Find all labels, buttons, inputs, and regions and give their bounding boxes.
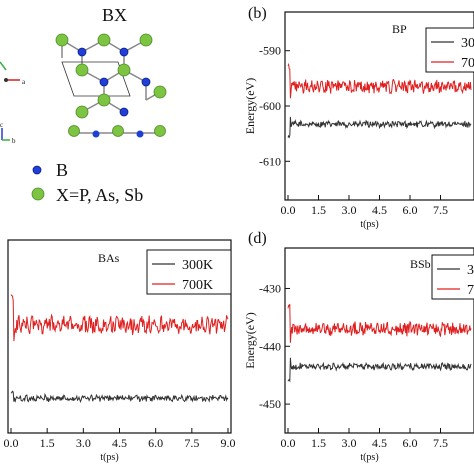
x-tick-label: 0.0	[281, 436, 296, 450]
legend: 300K 700K	[146, 249, 232, 295]
series-line-300K	[10, 390, 229, 404]
x-axis-title: t(ps)	[360, 452, 378, 463]
lattice-side-view	[68, 125, 166, 138]
chart-panel-1: (b) -590 -600 -610 0.0 1.5 3.0 4.5 6.0 7.5 t(ps) En…	[243, 5, 474, 230]
y-tick-label: -590	[259, 44, 281, 58]
compound-label: BAs	[98, 251, 120, 265]
structure-title: BX	[102, 5, 127, 25]
x-tick-label: 7.5	[184, 436, 199, 450]
axis-letter-c: c	[0, 121, 3, 129]
legend-box	[146, 249, 232, 295]
series-line-700K	[10, 294, 229, 342]
legend: 37	[431, 254, 474, 300]
x-tick-label: 1.5	[40, 436, 55, 450]
legend-entry: 3	[467, 263, 474, 278]
unit-cell-outline	[61, 61, 131, 97]
legend-label-x: X=P, As, Sb	[56, 185, 143, 205]
structure-panel: BX a c b	[0, 5, 167, 205]
legend-entry: 7	[467, 283, 474, 298]
axis-letter-b: b	[12, 137, 16, 145]
x-tick-label: 1.5	[311, 203, 326, 217]
x-tick-label: 0.0	[281, 203, 296, 217]
x-tick-label: 3.0	[342, 203, 357, 217]
x-tick-label: 3.0	[342, 436, 357, 450]
y-axis-title: Energy(eV)	[243, 312, 257, 368]
panel-tag: (b)	[248, 5, 267, 22]
series-line-700K	[287, 303, 472, 343]
chart-panel-3: (d) -430 -440 -450 0.0 1.5 3.0 4.5 6.0 7.5 t(ps) En…	[243, 230, 474, 463]
chart-panels: (b) -590 -600 -610 0.0 1.5 3.0 4.5 6.0 7.5 t(ps) En…	[4, 5, 474, 463]
compound-label: BP	[392, 22, 407, 36]
y-tick-label: -430	[259, 281, 281, 295]
chart-panel-2: 0.0 1.5 3.0 4.5 6.0 7.5 9.0 t(ps) BAs 300K 700K	[4, 239, 236, 463]
x-tick-label: 6.0	[148, 436, 163, 450]
series-line-300K	[287, 116, 472, 139]
compound-label: BSb	[410, 257, 431, 271]
boron-legend-icon	[32, 165, 42, 175]
x-tick-label: 0.0	[4, 436, 19, 450]
legend-label-b: B	[56, 160, 68, 180]
y-tick-label: -600	[259, 99, 281, 113]
lattice-axes-icon: a c b	[0, 61, 26, 145]
x-tick-label: 7.5	[433, 436, 448, 450]
x-tick-label: 6.0	[403, 203, 418, 217]
x-tick-label: 4.5	[372, 436, 387, 450]
x-tick-label: 9.0	[221, 436, 236, 450]
legend: 300K 700K	[425, 27, 474, 73]
x-tick-label: 6.0	[403, 436, 418, 450]
x-atom-legend-icon	[31, 187, 45, 201]
legend-box	[431, 254, 474, 300]
x-axis-title: t(ps)	[100, 452, 118, 463]
legend-entry: 700K	[182, 278, 213, 293]
atom-legend: B X=P, As, Sb	[31, 160, 143, 205]
x-tick-label: 1.5	[311, 436, 326, 450]
axis-letter-a: a	[22, 78, 26, 86]
x-atoms-top	[55, 33, 167, 119]
series-line-300K	[287, 357, 472, 383]
x-tick-label: 4.5	[112, 436, 127, 450]
x-tick-label: 3.0	[76, 436, 91, 450]
legend-box	[425, 27, 474, 73]
legend-entry: 300K	[461, 36, 474, 51]
b-atoms-top	[77, 47, 151, 117]
legend-entry: 700K	[461, 56, 474, 71]
series-line-700K	[287, 62, 472, 99]
y-tick-label: -610	[259, 154, 281, 168]
y-tick-label: -440	[259, 339, 281, 353]
panel-tag: (d)	[248, 230, 267, 247]
legend-entry: 300K	[182, 258, 213, 273]
x-tick-label: 4.5	[372, 203, 387, 217]
y-axis-title: Energy(eV)	[243, 78, 257, 134]
x-axis-title: t(ps)	[360, 219, 378, 230]
x-tick-label: 7.5	[433, 203, 448, 217]
lattice-top-view	[61, 39, 161, 113]
y-tick-label: -450	[259, 397, 281, 411]
